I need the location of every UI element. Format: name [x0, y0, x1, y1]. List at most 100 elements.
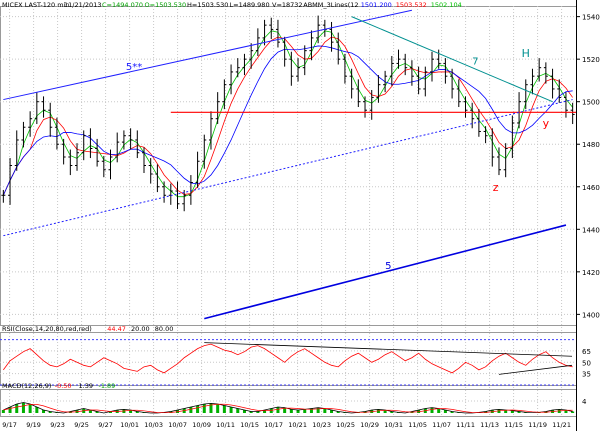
- trend-line-label: 7: [472, 57, 478, 68]
- macd-header: MACD(12,26,9): [2, 382, 51, 390]
- macd-histogram-bar: [129, 410, 133, 413]
- macd-histogram-bar: [135, 411, 139, 413]
- macd-histogram-bar: [296, 410, 300, 413]
- price-header-value: V=18732: [272, 1, 303, 9]
- price-tick-label: 1540: [582, 14, 600, 22]
- time-tick-label: 11/11: [456, 421, 475, 429]
- rsi-tick-label: 50: [582, 359, 591, 367]
- macd-histogram-bar: [283, 407, 287, 413]
- rsi-tick-label: 35: [582, 371, 591, 379]
- macd-histogram-bar: [504, 410, 508, 413]
- time-tick-label: 10/21: [288, 421, 307, 429]
- price-tick-label: 1440: [582, 226, 600, 234]
- time-tick-label: 10/23: [312, 421, 331, 429]
- macd-header-value: 1.39: [79, 382, 93, 390]
- price-header-value: C=1494.070: [102, 1, 143, 9]
- macd-histogram-bar: [209, 403, 213, 413]
- price-header-value: 1501.200: [361, 1, 392, 9]
- time-tick-label: 10/11: [216, 421, 235, 429]
- macd-histogram-bar: [249, 411, 253, 413]
- macd-histogram-bar: [571, 411, 575, 413]
- trend-line: [3, 9, 413, 101]
- macd-histogram-bar: [256, 411, 260, 413]
- price-header-value: H=1503.530: [187, 1, 228, 9]
- macd-histogram-bar: [383, 410, 387, 413]
- macd-signal-line: [3, 403, 573, 414]
- time-tick-label: 11/05: [408, 421, 427, 429]
- macd-histogram-bar: [564, 410, 568, 413]
- wave-annotation: H: [522, 47, 530, 60]
- moving-average-line: [2, 30, 573, 198]
- macd-histogram-bar: [557, 409, 561, 413]
- price-header-date: 11/21/2013: [64, 1, 101, 9]
- macd-histogram-bar: [330, 410, 334, 413]
- price-header-symbol: MICEX LAST-120 min: [2, 1, 69, 9]
- time-tick-label: 11/07: [432, 421, 451, 429]
- trend-line-label: 5**: [126, 62, 142, 73]
- trend-line: [351, 16, 553, 103]
- time-tick-label: 9/17: [2, 421, 17, 429]
- wave-annotation: z: [493, 181, 499, 194]
- macd-histogram-bar: [28, 404, 32, 413]
- time-tick-label: 9/27: [98, 421, 113, 429]
- macd-histogram-bar: [450, 411, 454, 413]
- macd-header-value: -1.89: [99, 382, 116, 390]
- macd-histogram-bar: [196, 405, 200, 413]
- time-tick-label: 10/03: [144, 421, 163, 429]
- trend-line: [3, 99, 573, 237]
- time-tick-label: 9/23: [50, 421, 65, 429]
- macd-line: [3, 402, 573, 414]
- price-tick-label: 1520: [582, 56, 600, 64]
- time-tick-label: 10/25: [336, 421, 355, 429]
- macd-header-value: -0.50: [55, 382, 72, 390]
- price-tick-label: 1400: [582, 311, 600, 319]
- macd-histogram-bar: [336, 411, 340, 413]
- price-header-value: ABMM_3Lines(12: [303, 1, 358, 9]
- macd-histogram-bar: [222, 405, 226, 413]
- time-tick-label: 10/15: [240, 421, 259, 429]
- rsi-trend-line: [204, 342, 573, 357]
- rsi-tick-label: 65: [582, 348, 591, 356]
- macd-histogram-bar: [236, 408, 240, 413]
- rsi-panel: [0, 339, 576, 386]
- rsi-line: [3, 343, 573, 374]
- macd-panel: [1, 402, 575, 414]
- price-header-value: 1502.104: [431, 1, 462, 9]
- macd-histogram-bar: [309, 408, 313, 413]
- macd-histogram-bar: [263, 410, 267, 413]
- time-tick-label: 9/25: [74, 421, 89, 429]
- price-tick-label: 1420: [582, 269, 600, 277]
- macd-histogram-bar: [376, 409, 380, 413]
- macd-histogram-bar: [390, 411, 394, 413]
- price-header-value: 1503.532: [396, 1, 427, 9]
- trend-line-label: 5: [385, 261, 391, 272]
- macd-histogram-bar: [303, 409, 307, 413]
- macd-histogram-bar: [497, 409, 501, 413]
- macd-histogram-bar: [15, 404, 19, 413]
- macd-histogram-bar: [42, 410, 46, 413]
- rsi-header-value: 44.47: [107, 325, 126, 333]
- time-tick-label: 10/07: [168, 421, 187, 429]
- rsi-header: RSI(Close,14,20,80,red,red): [2, 325, 92, 333]
- grid: [0, 6, 577, 417]
- rsi-header-value: 20.00: [131, 325, 150, 333]
- macd-histogram-bar: [323, 408, 327, 413]
- time-tick-label: 10/29: [360, 421, 379, 429]
- time-tick-label: 10/17: [264, 421, 283, 429]
- macd-histogram-bar: [109, 411, 113, 413]
- macd-histogram-bar: [35, 407, 39, 413]
- macd-histogram-bar: [276, 407, 280, 413]
- time-tick-label: 11/19: [528, 421, 547, 429]
- price-panel: 5** 7 5 Hz y: [1, 9, 576, 320]
- macd-histogram-bar: [430, 407, 434, 413]
- macd-histogram-bar: [48, 411, 52, 413]
- time-tick-label: 10/31: [384, 421, 403, 429]
- price-tick-label: 1500: [582, 99, 600, 107]
- macd-histogram-bar: [242, 410, 246, 413]
- price-header-value: L=1489.980: [230, 1, 270, 9]
- rsi-trend-line: [498, 364, 573, 375]
- time-tick-label: 10/09: [192, 421, 211, 429]
